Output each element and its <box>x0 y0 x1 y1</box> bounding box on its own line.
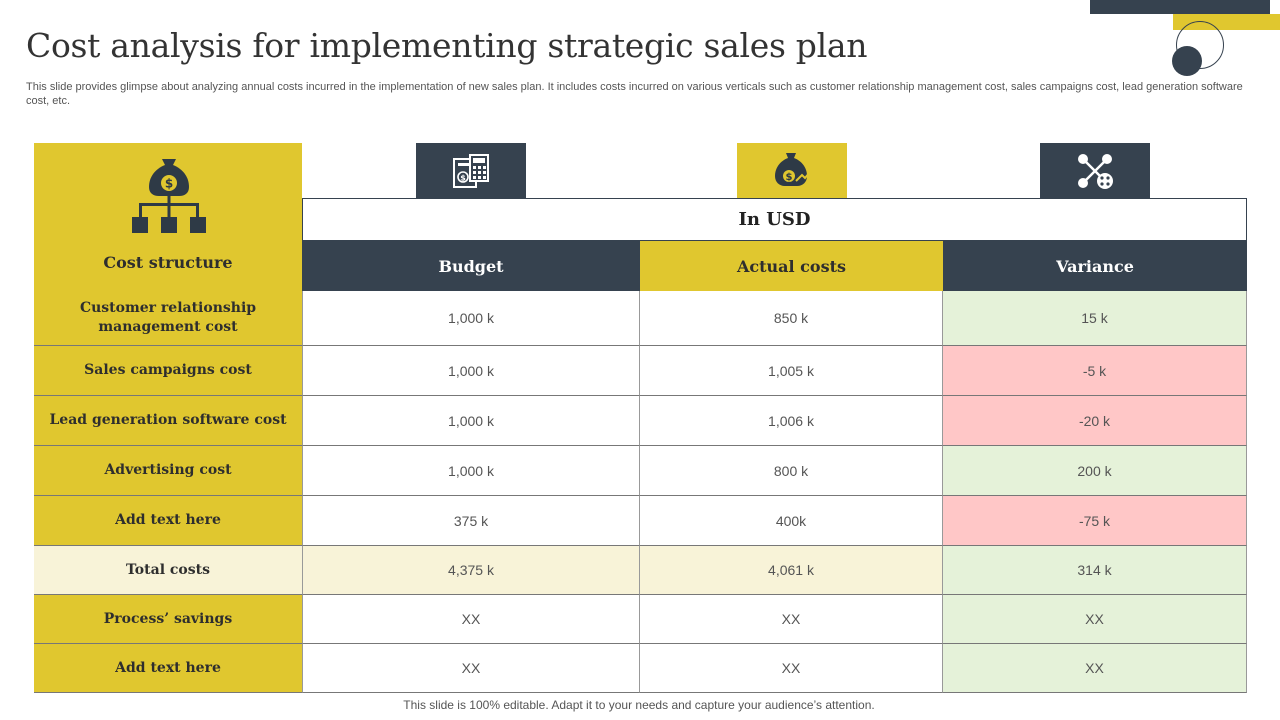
actual-cell: XX <box>640 595 943 644</box>
row-label: Customer relationship management cost <box>34 291 302 346</box>
budget-cell: 4,375 k <box>302 546 640 595</box>
table-row: Add text here XX XX XX <box>34 644 1247 693</box>
total-row: Total costs 4,375 k 4,061 k 314 k <box>34 546 1247 595</box>
currency-unit-header: In USD <box>302 198 1247 241</box>
money-bag-growth-icon: $ <box>775 153 812 186</box>
column-header-budget: Budget <box>302 241 640 291</box>
actual-cell: 850 k <box>640 291 943 346</box>
variance-cell: 314 k <box>943 546 1247 595</box>
budget-cell: 1,000 k <box>302 291 640 346</box>
variance-cell: -20 k <box>943 396 1247 446</box>
budget-cell: 375 k <box>302 496 640 546</box>
table-row: Advertising cost 1,000 k 800 k 200 k <box>34 446 1247 496</box>
table-row: Customer relationship management cost 1,… <box>34 291 1247 346</box>
svg-text:$: $ <box>165 177 173 191</box>
corner-decoration-ring <box>1176 21 1224 69</box>
table-row: Lead generation software cost 1,000 k 1,… <box>34 396 1247 446</box>
variance-cell: XX <box>943 644 1247 693</box>
table-row: Add text here 375 k 400k -75 k <box>34 496 1247 546</box>
row-label: Process’ savings <box>34 595 302 644</box>
row-label: Add text here <box>34 496 302 546</box>
budget-cell: 1,000 k <box>302 346 640 396</box>
svg-text:$: $ <box>460 174 466 183</box>
actual-cell: 1,006 k <box>640 396 943 446</box>
actual-costs-icon-tab: $ <box>737 143 847 199</box>
column-header-actual-costs: Actual costs <box>640 241 943 291</box>
budget-cell: 1,000 k <box>302 446 640 496</box>
hierarchy-money-bag-icon: $ <box>132 159 206 233</box>
variance-cell: 15 k <box>943 291 1247 346</box>
row-label: Add text here <box>34 644 302 693</box>
footer-note: This slide is 100% editable. Adapt it to… <box>403 698 875 712</box>
row-label: Sales campaigns cost <box>34 346 302 396</box>
variance-icon-tab <box>1040 143 1150 199</box>
calculator-document-icon: $ <box>453 154 489 188</box>
table-row: Process’ savings XX XX XX <box>34 595 1247 644</box>
variance-cell: -5 k <box>943 346 1247 396</box>
page-subtitle: This slide provides glimpse about analyz… <box>26 81 1243 107</box>
budget-cell: XX <box>302 595 640 644</box>
corner-decoration-bar <box>1090 0 1270 14</box>
network-nodes-icon <box>1078 154 1113 189</box>
row-label: Advertising cost <box>34 446 302 496</box>
row-label: Total costs <box>34 546 302 595</box>
variance-cell: 200 k <box>943 446 1247 496</box>
row-label: Lead generation software cost <box>34 396 302 446</box>
actual-cell: XX <box>640 644 943 693</box>
budget-cell: XX <box>302 644 640 693</box>
budget-icon-tab: $ <box>416 143 526 199</box>
column-header-variance: Variance <box>943 241 1247 291</box>
actual-cell: 1,005 k <box>640 346 943 396</box>
actual-cell: 800 k <box>640 446 943 496</box>
page-title: Cost analysis for implementing strategic… <box>26 26 868 65</box>
corner-decoration-dot <box>1172 46 1202 76</box>
cost-structure-header: $ Cost structure <box>34 143 302 291</box>
variance-cell: -75 k <box>943 496 1247 546</box>
actual-cell: 4,061 k <box>640 546 943 595</box>
table-row: Sales campaigns cost 1,000 k 1,005 k -5 … <box>34 346 1247 396</box>
actual-cell: 400k <box>640 496 943 546</box>
variance-cell: XX <box>943 595 1247 644</box>
budget-cell: 1,000 k <box>302 396 640 446</box>
row-header-label: Cost structure <box>103 253 233 272</box>
svg-text:$: $ <box>786 172 793 183</box>
